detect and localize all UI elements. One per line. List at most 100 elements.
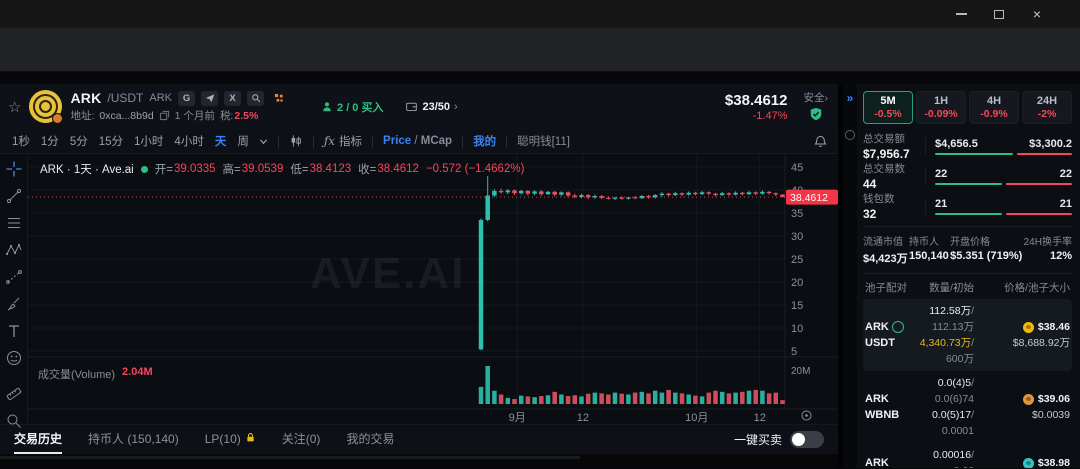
trendline-icon[interactable] (5, 187, 23, 205)
buy-signal-badge[interactable]: 2 / 0 买入 (321, 99, 383, 115)
lock-icon (245, 432, 256, 446)
market-开盘价格: 开盘价格 $5.351 (719%) (950, 237, 1023, 262)
telegram-link-icon[interactable] (201, 90, 219, 106)
brush-icon[interactable] (5, 295, 23, 313)
svg-text:15: 15 (791, 300, 803, 312)
interval-周[interactable]: 周 (237, 136, 249, 148)
quick-trade-label: 一键买卖 (733, 433, 782, 447)
svg-text:10: 10 (791, 323, 803, 335)
interval-1分[interactable]: 1分 (40, 136, 59, 148)
interval-4小时[interactable]: 4小时 (174, 136, 204, 148)
timeframe-5M[interactable]: 5M -0.5% (863, 91, 913, 124)
interval-1小时[interactable]: 1小时 (134, 136, 164, 148)
zoom-icon[interactable] (5, 412, 23, 430)
xabcd-pattern-icon[interactable] (5, 241, 23, 259)
pool-row[interactable]: ARKUSDT0.00016/ 0.660.0074/ 25$38.98$0.0… (865, 449, 1070, 468)
chevron-down-icon[interactable] (259, 137, 268, 146)
crosshair-icon[interactable] (5, 160, 23, 178)
axis-settings-icon[interactable] (800, 409, 813, 422)
smart-money-button[interactable]: 聪明钱[11] (517, 136, 570, 148)
timeframe-4H[interactable]: 4H -0.9% (969, 91, 1019, 124)
horizontal-scrollbar[interactable] (0, 456, 580, 459)
watermark: AVE.AI (310, 249, 466, 298)
price-chart[interactable]: 454035302520151059月1210月1220M38.4612 (28, 154, 838, 424)
close-button[interactable]: × (1032, 6, 1042, 22)
tab-LP-10-[interactable]: LP(10) (205, 425, 256, 454)
status-dot (140, 165, 148, 173)
market-24H换手率: 24H换手率 12% (1023, 237, 1072, 262)
maximize-button[interactable] (984, 4, 1014, 24)
chart-area: 454035302520151059月1210月1220M38.4612 ARK… (0, 154, 838, 428)
pool-list: ARK USDT 112.58万/ 112.13万 4,340.73万/ 600万 $3… (863, 299, 1072, 468)
stat-总交易数: 总交易数 44 22 22 (863, 163, 1072, 191)
panel-divider (838, 84, 843, 468)
text-icon[interactable] (5, 322, 23, 340)
fib-lines-icon[interactable] (5, 214, 23, 232)
alerts-bell-icon[interactable] (813, 134, 828, 149)
trade-stats: 总交易额 $7,956.7 $4,656.5 $3,300.2 总交易数 44 22 22 钱包… (863, 131, 1072, 227)
favorite-star-icon[interactable]: ☆ (8, 98, 22, 116)
x-link-icon[interactable]: X (224, 90, 242, 106)
svg-text:38.4612: 38.4612 (790, 192, 828, 204)
tab-持币人-150-140-[interactable]: 持币人 (150,140) (88, 432, 179, 446)
wallet-icon (406, 102, 418, 112)
interval-5分[interactable]: 5分 (69, 136, 88, 148)
stat-总交易额: 总交易额 $7,956.7 $4,656.5 $3,300.2 (863, 133, 1072, 161)
market-持币人: 持币人 150,140 (909, 237, 949, 262)
rail-circle-icon[interactable] (845, 130, 855, 140)
projection-icon[interactable] (5, 268, 23, 286)
svg-text:25: 25 (791, 254, 803, 266)
sell-bar (1005, 212, 1072, 215)
drawing-toolbar (0, 154, 28, 428)
bottom-strip (0, 454, 838, 468)
side-panel: » 5M -0.5% 1H -0.09% 4H -0.9% 24H -2% 总交易额 $7,95… (843, 84, 1080, 468)
ruler-icon[interactable] (5, 385, 23, 403)
market-stats: 流通市值 $4,423万 持币人 150,140 开盘价格 $5.351 (719%) 24… (863, 227, 1072, 274)
tab-我的交易[interactable]: 我的交易 (346, 432, 395, 446)
shield-check-icon (804, 105, 829, 124)
token-symbol: ARK (70, 90, 102, 106)
collapse-panel-icon[interactable]: » (846, 91, 854, 105)
indicators-button[interactable]: ƒx 指标 (323, 134, 363, 148)
safety-badge[interactable]: 安全› (804, 90, 829, 124)
interval-1秒[interactable]: 1秒 (12, 136, 30, 148)
token-age: 1 个月前 (174, 110, 215, 122)
dex-icon (1022, 457, 1034, 468)
timeframe-1H[interactable]: 1H -0.09% (916, 91, 966, 124)
sell-bar (1005, 182, 1072, 185)
mine-button[interactable]: 我的 (473, 136, 497, 148)
quick-trade-toggle[interactable] (790, 431, 824, 448)
timeframe-24H[interactable]: 24H -2% (1022, 91, 1072, 124)
interval-15分[interactable]: 15分 (98, 136, 124, 148)
panel-rail: » (843, 84, 857, 468)
contract-address[interactable]: 0xca...8b9d (99, 109, 154, 122)
wallet-count-badge[interactable]: 23/50 › (405, 100, 458, 113)
dex-icon (1022, 393, 1034, 405)
buy-bar (935, 152, 1013, 155)
chart-toolbar: 1秒 1分 5分 15分 1小时 4小时天周 ƒx 指标 Price / MCap 我的 聪… (0, 129, 838, 154)
bubblemap-icon[interactable] (270, 91, 287, 106)
candle-style-icon[interactable] (289, 134, 303, 148)
copy-icon[interactable] (159, 110, 170, 121)
tab-关注-0-[interactable]: 关注(0) (281, 432, 321, 446)
minimize-button[interactable] (946, 4, 976, 24)
volume-value: 2.04M (122, 366, 153, 378)
stat-钱包数: 钱包数 32 21 21 (863, 193, 1072, 221)
address-label: 地址: (70, 110, 95, 122)
pool-row[interactable]: ARK USDT 112.58万/ 112.13万 4,340.73万/ 600万 $3… (863, 299, 1072, 371)
price-mcap-toggle[interactable]: Price / MCap (383, 135, 453, 147)
market-流通市值: 流通市值 $4,423万 (863, 237, 908, 265)
tab-交易历史[interactable]: 交易历史 (14, 425, 63, 454)
token-pair: /USDT (107, 91, 144, 105)
interval-天[interactable]: 天 (214, 136, 227, 148)
search-icon[interactable] (247, 90, 265, 106)
token-logo (29, 90, 64, 124)
svg-text:5: 5 (791, 346, 797, 358)
svg-text:30: 30 (791, 231, 803, 243)
window-titlebar: × (0, 0, 1080, 28)
pool-row[interactable]: ARK WBNB 0.0(4)5/ 0.0(6)74 0.0(5)17/ 0.0001… (865, 377, 1070, 437)
google-link-icon[interactable]: G (178, 90, 196, 106)
spacer (0, 72, 1080, 84)
tax-label: 税: (219, 110, 234, 122)
emoji-icon[interactable] (5, 349, 23, 367)
